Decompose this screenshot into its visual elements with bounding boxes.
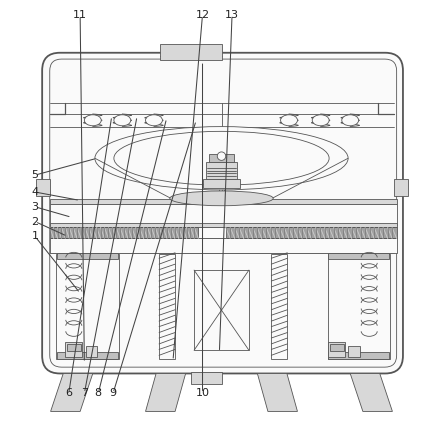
Bar — [209, 154, 234, 162]
Bar — [50, 199, 396, 204]
Polygon shape — [146, 373, 186, 411]
Text: 1: 1 — [31, 231, 39, 241]
Bar — [328, 253, 389, 259]
Ellipse shape — [312, 115, 329, 126]
Bar — [50, 238, 396, 253]
Bar — [198, 227, 226, 238]
Text: 3: 3 — [31, 202, 39, 212]
Text: 4: 4 — [31, 187, 39, 197]
Bar — [57, 253, 118, 259]
Bar — [202, 179, 241, 188]
Ellipse shape — [170, 191, 273, 206]
Bar — [50, 227, 396, 238]
Bar — [85, 346, 97, 357]
Polygon shape — [257, 373, 297, 411]
Ellipse shape — [342, 115, 359, 126]
Bar — [394, 179, 408, 196]
Text: 2: 2 — [31, 216, 39, 227]
Bar — [66, 342, 82, 357]
Ellipse shape — [280, 115, 297, 126]
Polygon shape — [51, 373, 93, 411]
Bar — [57, 352, 118, 359]
Bar — [328, 342, 345, 357]
Text: 9: 9 — [109, 388, 117, 398]
Text: 6: 6 — [65, 388, 72, 398]
Bar — [330, 344, 344, 351]
Text: 5: 5 — [31, 170, 39, 180]
FancyBboxPatch shape — [42, 53, 403, 373]
Text: 10: 10 — [195, 388, 210, 398]
Bar — [194, 270, 249, 350]
Bar — [36, 179, 50, 196]
Text: 7: 7 — [81, 388, 88, 398]
Polygon shape — [350, 373, 392, 411]
Bar — [191, 372, 222, 384]
Bar — [271, 254, 288, 359]
Ellipse shape — [114, 115, 131, 126]
Bar — [348, 346, 360, 357]
Bar — [50, 223, 396, 227]
Bar — [328, 352, 389, 359]
Circle shape — [217, 152, 226, 160]
Bar — [56, 254, 119, 359]
Bar — [159, 254, 175, 359]
Text: 8: 8 — [95, 388, 102, 398]
Ellipse shape — [146, 115, 163, 126]
Bar — [66, 344, 81, 351]
Text: 13: 13 — [225, 10, 239, 20]
Bar — [50, 204, 396, 225]
Ellipse shape — [84, 115, 101, 126]
Text: 11: 11 — [73, 10, 87, 20]
Bar — [328, 254, 390, 359]
Bar — [206, 162, 237, 179]
Bar — [160, 44, 222, 60]
Text: 12: 12 — [195, 10, 210, 20]
Ellipse shape — [95, 127, 348, 190]
